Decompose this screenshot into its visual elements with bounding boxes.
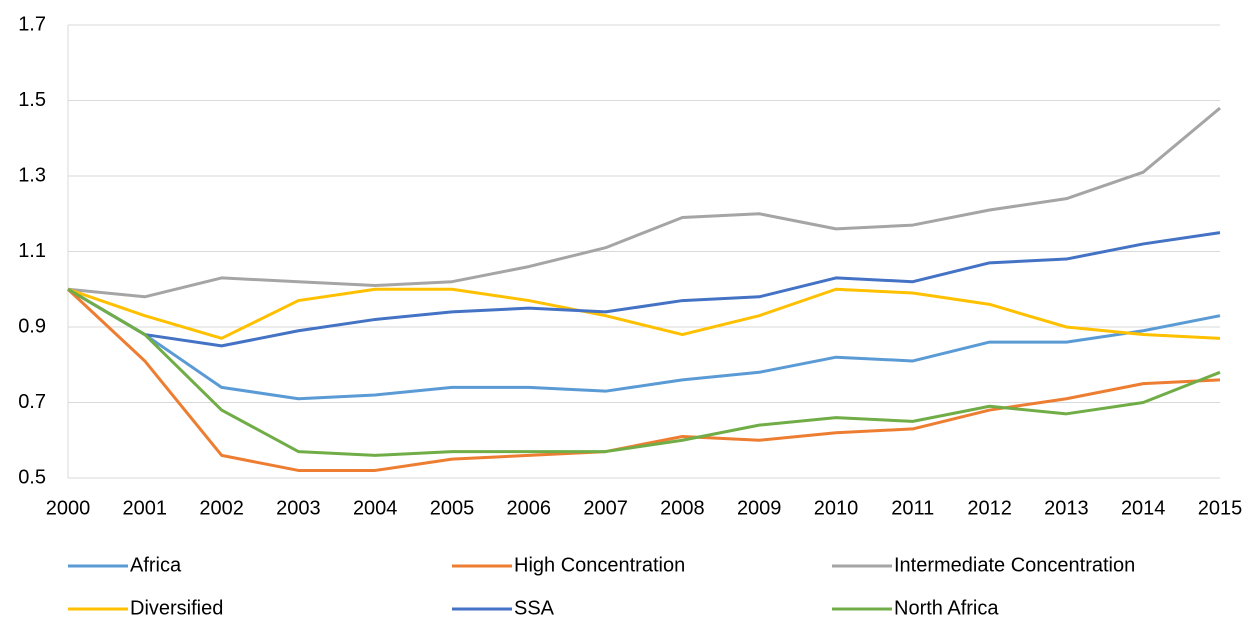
x-tick-label: 2012 [967,497,1012,519]
x-tick-label: 2006 [507,497,552,519]
y-tick-label: 0.9 [18,315,46,337]
legend-label: Intermediate Concentration [894,554,1135,576]
legend-label: High Concentration [514,554,685,576]
series-line [67,106,1221,299]
legend-label: North Africa [894,597,999,619]
x-tick-label: 2002 [199,497,244,519]
y-tick-label: 1.5 [18,89,46,111]
x-tick-label: 2003 [276,497,321,519]
series-line [66,288,1221,472]
x-tick-label: 2013 [1044,497,1089,519]
series-line [67,287,1221,401]
x-tick-label: 2000 [46,497,91,519]
x-tick-label: 2001 [123,497,168,519]
x-tick-label: 2005 [430,497,475,519]
y-tick-label: 0.5 [18,466,46,488]
x-tick-label: 2007 [583,497,628,519]
legend-label: Africa [130,554,182,576]
series-line [67,287,1221,457]
x-tick-label: 2008 [660,497,705,519]
legend-label: SSA [514,597,555,619]
y-tick-label: 1.1 [18,240,46,262]
series-line [67,231,1221,348]
x-tick-label: 2010 [814,497,859,519]
x-tick-label: 2009 [737,497,782,519]
y-tick-label: 0.7 [18,391,46,413]
series-line [67,287,1221,340]
x-tick-label: 2014 [1121,497,1166,519]
x-tick-label: 2011 [891,497,934,519]
y-tick-label: 1.7 [18,13,46,35]
legend-label: Diversified [130,597,223,619]
x-tick-label: 2004 [353,497,398,519]
y-tick-label: 1.3 [18,164,46,186]
x-tick-label: 2015 [1198,497,1243,519]
